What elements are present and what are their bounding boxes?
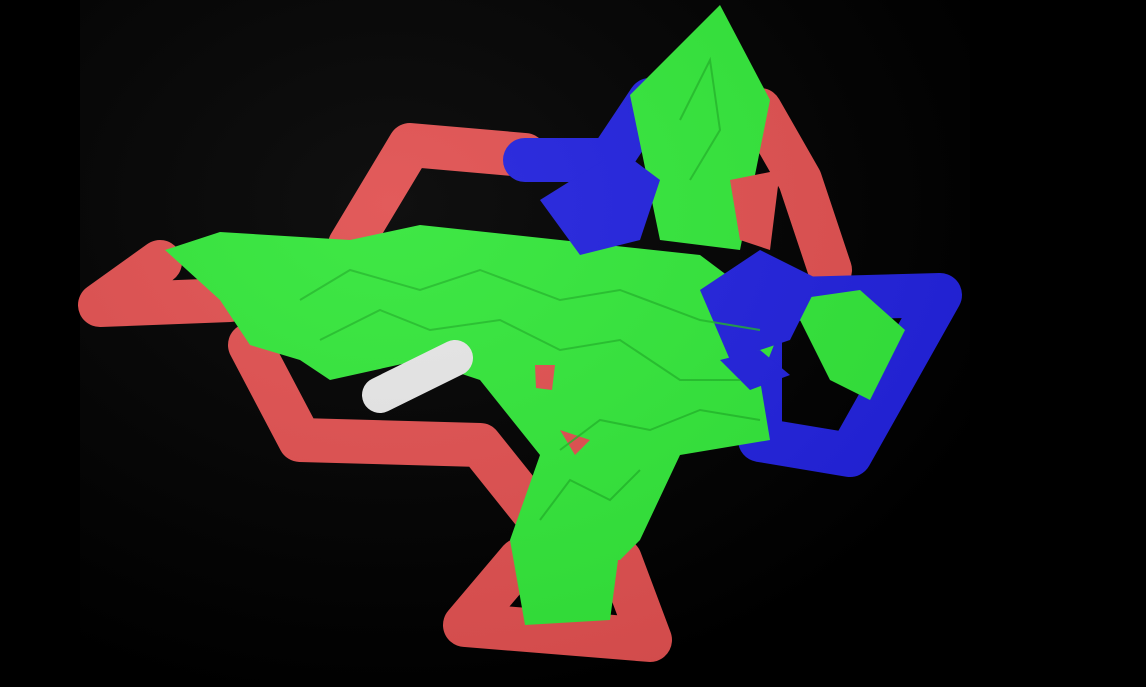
upper-blue-segment <box>503 78 672 182</box>
bottom-green-lobe <box>510 540 620 625</box>
red-patch-small-center <box>535 365 555 390</box>
